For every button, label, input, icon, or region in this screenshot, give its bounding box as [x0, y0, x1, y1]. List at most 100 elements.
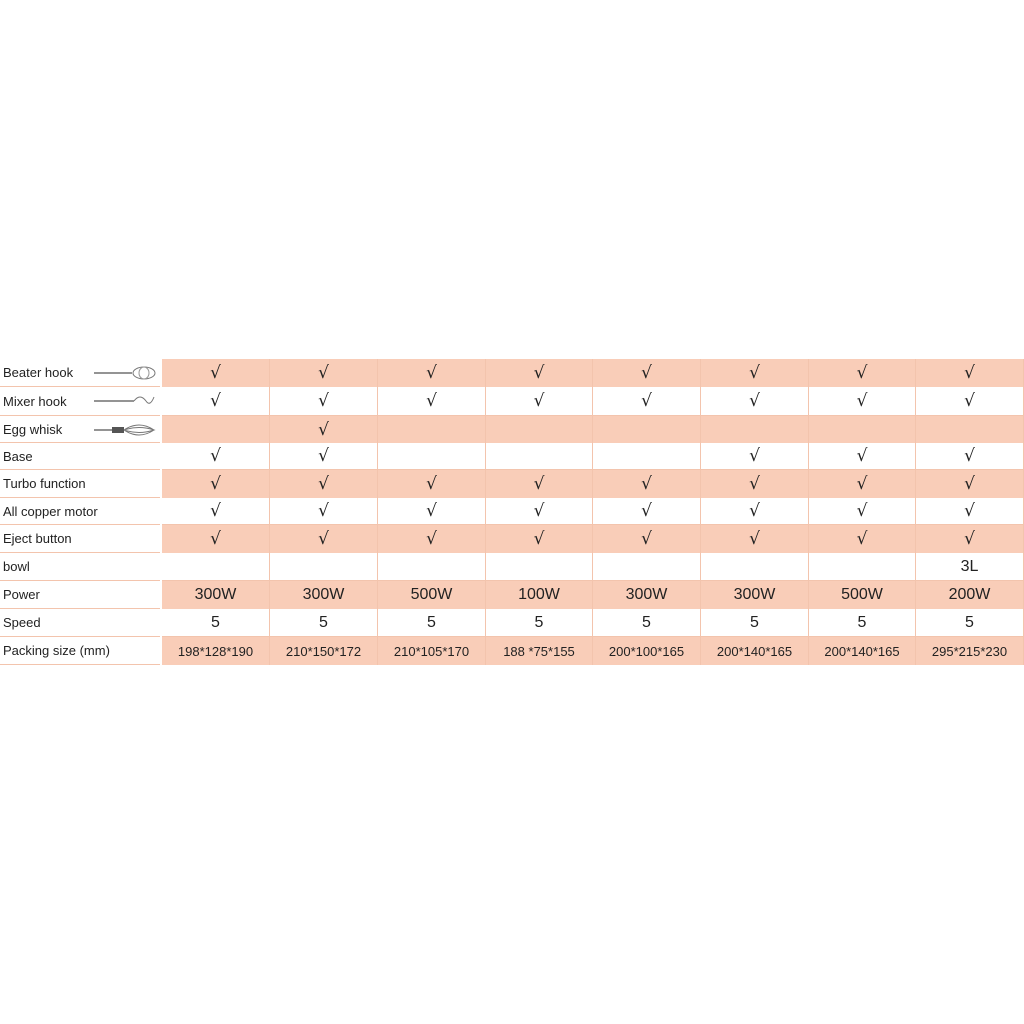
- row-label: Speed: [0, 609, 160, 637]
- table-cell: √: [916, 443, 1024, 470]
- table-cell: √: [270, 470, 378, 498]
- table-cell: 3L: [916, 553, 1024, 581]
- table-cell: √: [701, 498, 809, 525]
- table-cell: √: [486, 359, 593, 387]
- table-row: Egg whisk √: [0, 416, 1024, 443]
- table-cell: √: [916, 470, 1024, 498]
- table-cell: √: [162, 498, 270, 525]
- table-cell: 300W: [270, 581, 378, 609]
- table-cell: √: [270, 387, 378, 416]
- row-label: bowl: [0, 553, 160, 581]
- table-cell: 100W: [486, 581, 593, 609]
- table-row: Speed 5 5 5 5 5 5 5 5: [0, 609, 1024, 637]
- table-cell: 500W: [378, 581, 486, 609]
- table-cell: [486, 553, 593, 581]
- table-cell: 300W: [593, 581, 701, 609]
- table-cell: √: [916, 525, 1024, 553]
- table-cell: 5: [916, 609, 1024, 637]
- row-label: Egg whisk: [0, 416, 160, 443]
- table-cell: √: [809, 359, 916, 387]
- row-label: All copper motor: [0, 498, 160, 525]
- table-cell: √: [809, 387, 916, 416]
- table-cell: 5: [593, 609, 701, 637]
- table-cell: [162, 416, 270, 443]
- table-cell: √: [593, 387, 701, 416]
- table-cell: √: [701, 387, 809, 416]
- table-cell: √: [162, 359, 270, 387]
- table-cell: √: [378, 387, 486, 416]
- table-cell: 188 *75*155: [486, 637, 593, 665]
- table-cell: √: [593, 525, 701, 553]
- row-label: Mixer hook: [0, 387, 160, 416]
- table-cell: √: [270, 443, 378, 470]
- table-row: Beater hook √ √ √ √ √ √ √ √: [0, 359, 1024, 387]
- table-cell: √: [593, 470, 701, 498]
- table-cell: √: [701, 443, 809, 470]
- table-cell: 198*128*190: [162, 637, 270, 665]
- row-label: Beater hook: [0, 359, 160, 387]
- table-cell: √: [486, 387, 593, 416]
- row-label: Base: [0, 443, 160, 470]
- table-cell: √: [809, 525, 916, 553]
- table-cell: √: [593, 359, 701, 387]
- row-label: Turbo function: [0, 470, 160, 498]
- table-cell: [378, 443, 486, 470]
- table-cell: √: [916, 387, 1024, 416]
- table-row: Packing size (mm) 198*128*190 210*150*172 2…: [0, 637, 1024, 665]
- table-cell: 210*150*172: [270, 637, 378, 665]
- table-cell: √: [378, 498, 486, 525]
- table-cell: √: [916, 498, 1024, 525]
- table-cell: √: [270, 498, 378, 525]
- table-cell: [809, 416, 916, 443]
- row-label: Power: [0, 581, 160, 609]
- table-row: Mixer hook √ √ √ √ √ √ √ √: [0, 387, 1024, 416]
- table-cell: 300W: [162, 581, 270, 609]
- table-row: Eject button √ √ √ √ √ √ √ √: [0, 525, 1024, 553]
- table-cell: [701, 553, 809, 581]
- table-cell: [593, 553, 701, 581]
- table-cell: √: [486, 525, 593, 553]
- table-cell: √: [378, 359, 486, 387]
- table-cell: 200*140*165: [701, 637, 809, 665]
- table-cell: [593, 416, 701, 443]
- table-cell: √: [162, 525, 270, 553]
- table-cell: √: [486, 470, 593, 498]
- table-cell: 295*215*230: [916, 637, 1024, 665]
- row-label: Eject button: [0, 525, 160, 553]
- table-cell: √: [378, 470, 486, 498]
- table-cell: √: [486, 498, 593, 525]
- table-row: bowl 3L: [0, 553, 1024, 581]
- table-cell: 210*105*170: [378, 637, 486, 665]
- table-cell: 300W: [701, 581, 809, 609]
- table-cell: √: [162, 443, 270, 470]
- table-row: Power 300W 300W 500W 100W 300W 300W 500W 200W: [0, 581, 1024, 609]
- table-cell: [378, 553, 486, 581]
- table-cell: √: [270, 525, 378, 553]
- row-label: Packing size (mm): [0, 637, 160, 665]
- table-cell: 200W: [916, 581, 1024, 609]
- table-cell: √: [701, 470, 809, 498]
- table-cell: 5: [162, 609, 270, 637]
- table-cell: [378, 416, 486, 443]
- table-cell: √: [162, 470, 270, 498]
- table-cell: [270, 553, 378, 581]
- whisk-icon: [94, 424, 156, 436]
- table-cell: √: [809, 470, 916, 498]
- beater-icon: [94, 366, 156, 380]
- table-cell: √: [701, 359, 809, 387]
- table-cell: √: [809, 498, 916, 525]
- table-cell: [486, 443, 593, 470]
- table-cell: √: [378, 525, 486, 553]
- table-cell: 5: [809, 609, 916, 637]
- table-cell: 5: [270, 609, 378, 637]
- table-cell: √: [162, 387, 270, 416]
- hook-icon: [94, 396, 155, 404]
- table-row: Base √ √ √ √ √: [0, 443, 1024, 470]
- table-cell: √: [270, 359, 378, 387]
- table-cell: √: [916, 359, 1024, 387]
- table-cell: 5: [378, 609, 486, 637]
- table-cell: [593, 443, 701, 470]
- table-cell: √: [593, 498, 701, 525]
- table-row: Turbo function √ √ √ √ √ √ √ √: [0, 470, 1024, 498]
